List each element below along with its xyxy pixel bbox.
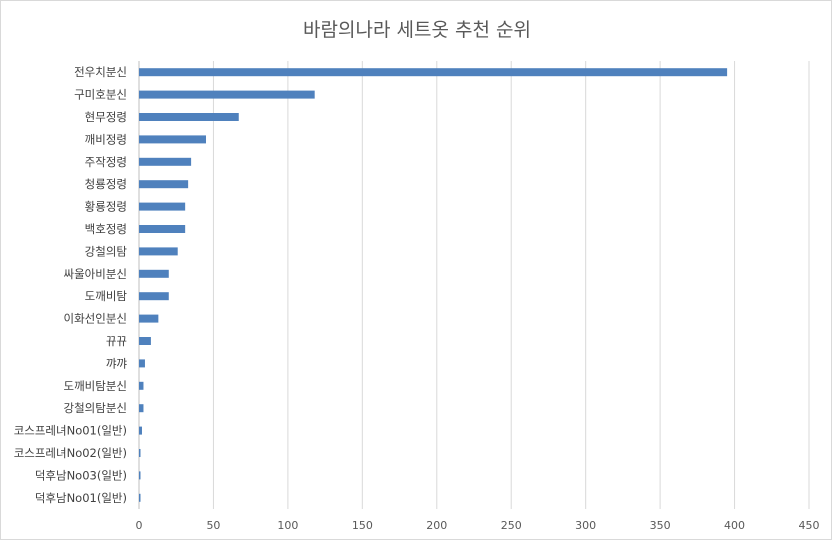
bar bbox=[139, 269, 169, 278]
category-label: 전우치분신 bbox=[74, 65, 127, 79]
x-tick-label: 0 bbox=[136, 519, 143, 532]
x-tick-label: 450 bbox=[799, 519, 820, 532]
category-label: 강철의탐분신 bbox=[64, 401, 127, 415]
category-label: 덕후남No01(일반) bbox=[35, 491, 127, 505]
bar bbox=[139, 157, 192, 166]
category-label: 꺄꺄 bbox=[106, 356, 128, 370]
bar bbox=[139, 247, 178, 256]
category-label: 싸울아비분신 bbox=[64, 267, 127, 281]
x-tick-label: 150 bbox=[352, 519, 373, 532]
category-label: 도깨비탐분신 bbox=[64, 379, 127, 393]
category-label: 주작정령 bbox=[85, 155, 127, 169]
category-label: 코스프레녀No02(일반) bbox=[14, 446, 127, 460]
category-label: 뀨뀨 bbox=[106, 334, 127, 348]
bar bbox=[139, 202, 186, 211]
x-tick-label: 300 bbox=[575, 519, 596, 532]
category-label: 청룡정령 bbox=[85, 177, 127, 191]
x-tick-label: 350 bbox=[650, 519, 671, 532]
bar bbox=[139, 493, 141, 502]
bar bbox=[139, 337, 151, 345]
x-tick-label: 200 bbox=[426, 519, 447, 532]
bar bbox=[139, 90, 315, 99]
bar bbox=[139, 225, 186, 233]
category-label: 강철의탐 bbox=[85, 244, 128, 258]
x-tick-label: 50 bbox=[206, 519, 220, 532]
category-label: 백호정령 bbox=[85, 222, 127, 236]
bar bbox=[139, 381, 144, 390]
bar bbox=[139, 449, 141, 457]
bar bbox=[139, 359, 145, 368]
bar bbox=[139, 292, 169, 301]
bar bbox=[139, 68, 728, 77]
category-label: 현무정령 bbox=[85, 110, 127, 124]
bar bbox=[139, 426, 142, 435]
category-label: 덕후남No03(일반) bbox=[35, 468, 127, 482]
chart-title: 바람의나라 세트옷 추천 순위 bbox=[303, 19, 531, 41]
category-label: 도깨비탐 bbox=[85, 289, 128, 303]
bar bbox=[139, 314, 159, 323]
bar bbox=[139, 471, 141, 480]
x-tick-label: 400 bbox=[724, 519, 745, 532]
category-label: 깨비정령 bbox=[85, 132, 127, 146]
x-tick-label: 100 bbox=[277, 519, 298, 532]
category-label: 구미호분신 bbox=[74, 88, 127, 102]
x-tick-label: 250 bbox=[501, 519, 522, 532]
bar bbox=[139, 404, 144, 413]
bar bbox=[139, 180, 189, 189]
bar bbox=[139, 113, 239, 121]
bar bbox=[139, 135, 206, 144]
category-label: 코스프레녀No01(일반) bbox=[14, 424, 127, 438]
category-label: 황룡정령 bbox=[85, 200, 127, 214]
category-label: 이화선인분신 bbox=[64, 312, 127, 326]
